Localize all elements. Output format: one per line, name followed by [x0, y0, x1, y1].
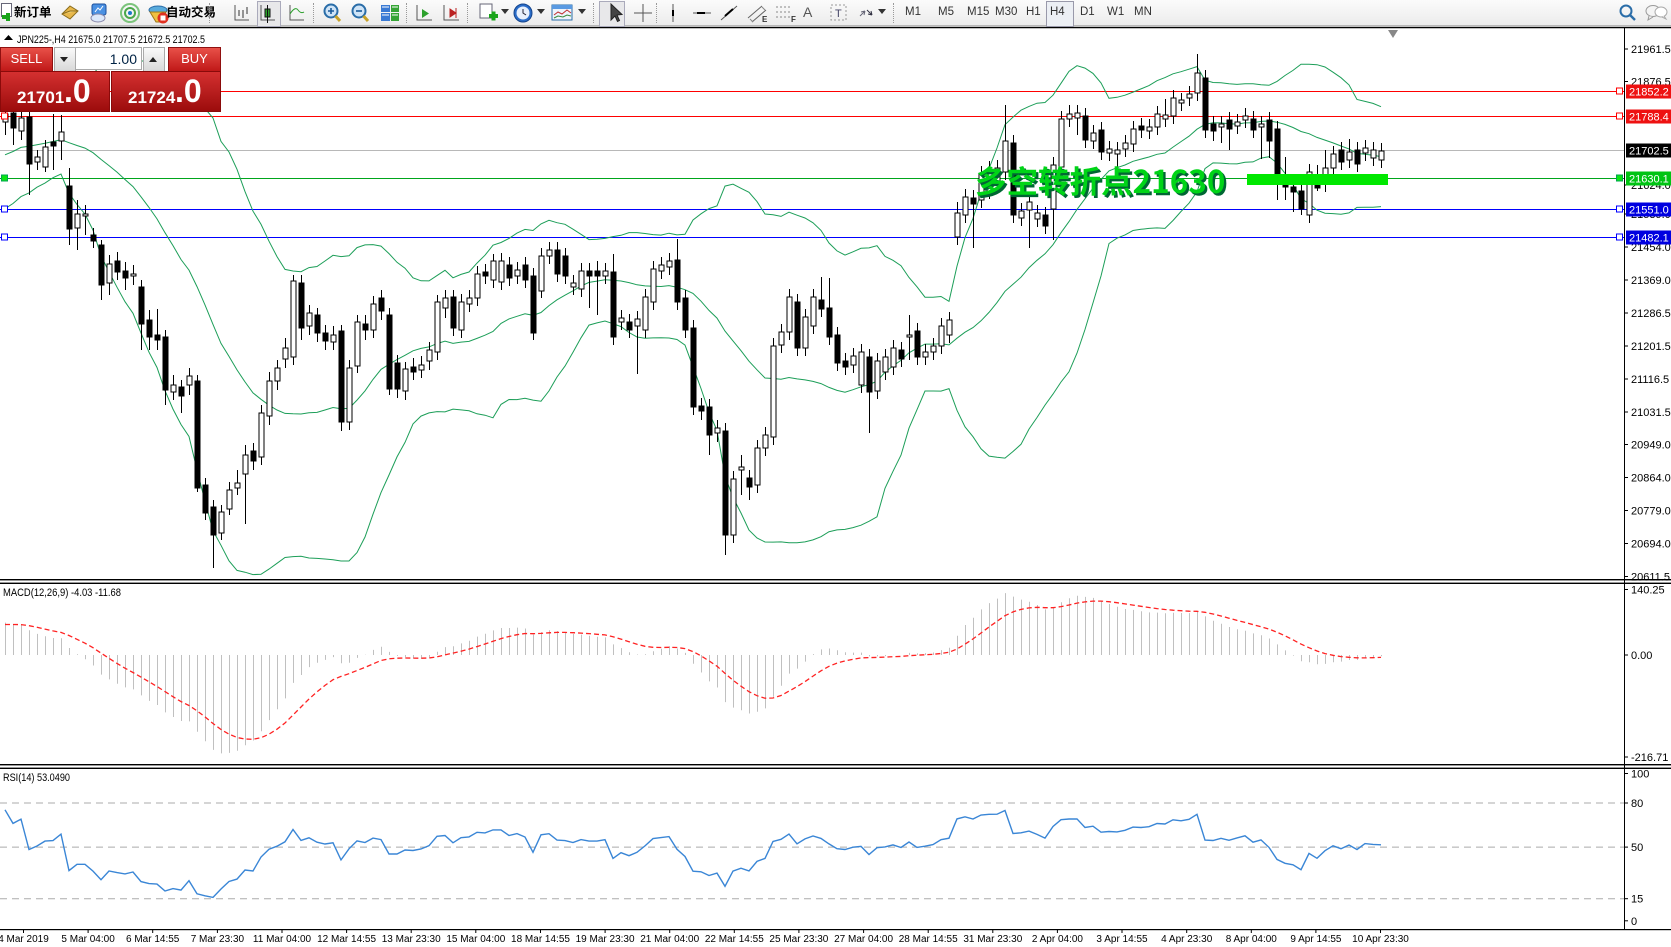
svg-text:0.00: 0.00	[1631, 650, 1652, 662]
svg-text:3 Apr 14:55: 3 Apr 14:55	[1096, 934, 1148, 945]
svg-text:27 Mar 04:00: 27 Mar 04:00	[834, 934, 893, 945]
svg-text:5 Mar 04:00: 5 Mar 04:00	[61, 934, 115, 945]
svg-text:100: 100	[1631, 769, 1649, 781]
svg-text:21454.0: 21454.0	[1631, 242, 1671, 254]
svg-text:-216.71: -216.71	[1631, 752, 1668, 764]
svg-text:8 Apr 04:00: 8 Apr 04:00	[1226, 934, 1278, 945]
svg-text:21702.5: 21702.5	[1629, 146, 1669, 158]
svg-text:21961.5: 21961.5	[1631, 44, 1671, 56]
svg-text:20694.0: 20694.0	[1631, 539, 1671, 551]
svg-text:21116.5: 21116.5	[1631, 374, 1669, 386]
svg-text:20611.5: 20611.5	[1631, 572, 1670, 584]
svg-text:0: 0	[1631, 916, 1637, 928]
svg-text:28 Mar 14:55: 28 Mar 14:55	[899, 934, 958, 945]
svg-text:21 Mar 04:00: 21 Mar 04:00	[640, 934, 699, 945]
svg-text:E: E	[762, 15, 768, 24]
svg-text:RSI(14) 53.0490: RSI(14) 53.0490	[3, 772, 70, 784]
svg-text:12 Mar 14:55: 12 Mar 14:55	[317, 934, 376, 945]
svg-text:15 Mar 04:00: 15 Mar 04:00	[446, 934, 505, 945]
svg-text:MACD(12,26,9) -4.03 -11.68: MACD(12,26,9) -4.03 -11.68	[3, 587, 121, 599]
svg-text:18 Mar 14:55: 18 Mar 14:55	[511, 934, 570, 945]
svg-text:50: 50	[1631, 842, 1643, 854]
svg-text:21369.0: 21369.0	[1631, 275, 1671, 287]
svg-text:6 Mar 14:55: 6 Mar 14:55	[126, 934, 180, 945]
svg-text:20864.0: 20864.0	[1631, 473, 1671, 485]
svg-text:19 Mar 23:30: 19 Mar 23:30	[576, 934, 635, 945]
svg-text:20949.0: 20949.0	[1631, 440, 1671, 452]
svg-text:21551.0: 21551.0	[1629, 205, 1669, 217]
svg-text:31 Mar 23:30: 31 Mar 23:30	[963, 934, 1022, 945]
svg-text:11 Mar 04:00: 11 Mar 04:00	[253, 934, 312, 945]
svg-text:21788.4: 21788.4	[1629, 112, 1669, 124]
svg-text:4 Apr 23:30: 4 Apr 23:30	[1161, 934, 1213, 945]
svg-text:21482.1: 21482.1	[1629, 233, 1669, 245]
svg-text:21630.1: 21630.1	[1629, 174, 1669, 186]
svg-text:2 Apr 04:00: 2 Apr 04:00	[1032, 934, 1084, 945]
svg-text:80: 80	[1631, 798, 1643, 810]
svg-text:T: T	[835, 8, 842, 20]
svg-text:15: 15	[1631, 894, 1643, 906]
svg-text:21852.2: 21852.2	[1629, 87, 1669, 99]
svg-text:7 Mar 23:30: 7 Mar 23:30	[191, 934, 245, 945]
svg-text:9 Apr 14:55: 9 Apr 14:55	[1290, 934, 1342, 945]
svg-text:22 Mar 14:55: 22 Mar 14:55	[705, 934, 764, 945]
svg-text:10 Apr 23:30: 10 Apr 23:30	[1352, 934, 1409, 945]
svg-text:25 Mar 23:30: 25 Mar 23:30	[769, 934, 828, 945]
svg-text:21201.5: 21201.5	[1631, 341, 1671, 353]
svg-text:13 Mar 23:30: 13 Mar 23:30	[382, 934, 441, 945]
svg-text:4 Mar 2019: 4 Mar 2019	[0, 934, 49, 945]
svg-text:F: F	[791, 15, 796, 24]
svg-text:21286.5: 21286.5	[1631, 308, 1671, 320]
svg-text:JPN225-,H4 21675.0 21707.5 21: JPN225-,H4 21675.0 21707.5 21672.5 21702…	[17, 34, 205, 46]
svg-text:140.25: 140.25	[1631, 585, 1665, 597]
svg-text:20779.0: 20779.0	[1631, 506, 1671, 518]
svg-text:21031.5: 21031.5	[1631, 407, 1671, 419]
